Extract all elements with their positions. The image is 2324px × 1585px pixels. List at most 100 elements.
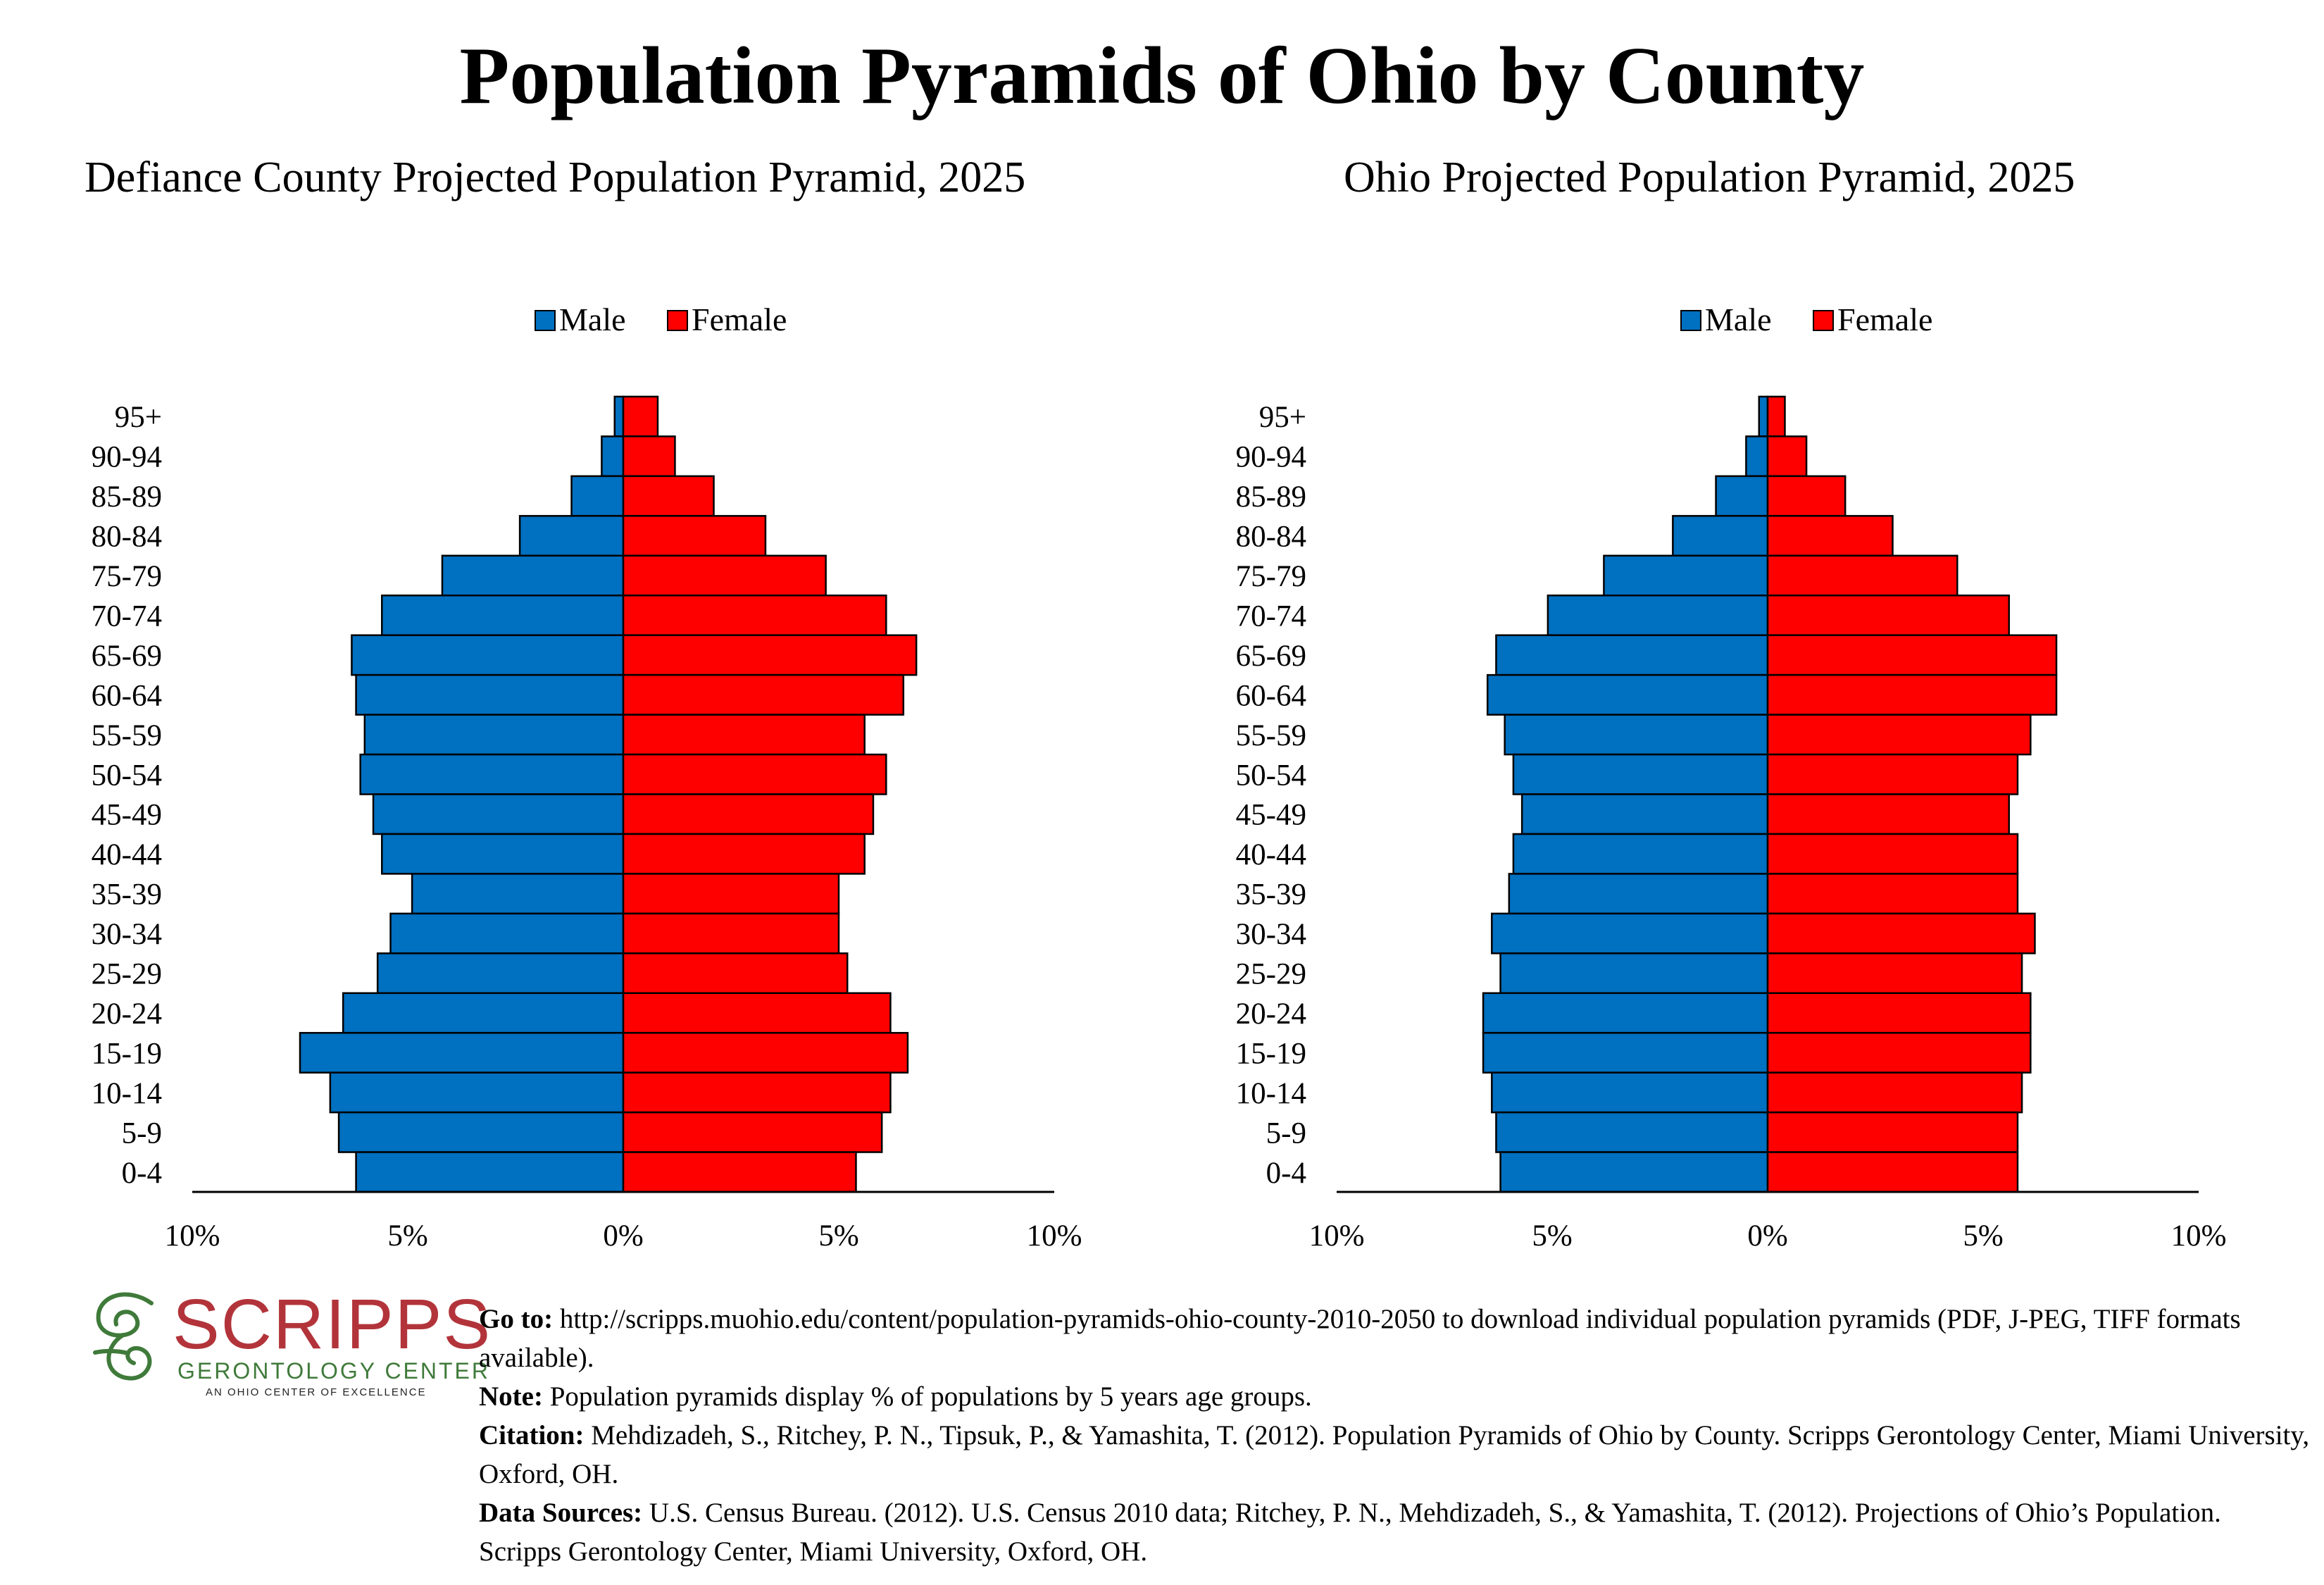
bar-female-ohio	[1766, 673, 2058, 716]
bar-female-defiance	[622, 753, 887, 795]
bar-female-defiance	[622, 873, 840, 915]
bar-female-defiance	[622, 714, 866, 756]
logo-tagline: AN OHIO CENTER OF EXCELLENCE	[206, 1386, 427, 1398]
bar-female-defiance	[622, 475, 715, 517]
footer-note-label: Note:	[479, 1381, 543, 1412]
bar-male-defiance	[376, 952, 625, 995]
footer-sources: Data Sources: U.S. Census Bureau. (2012)…	[479, 1493, 2310, 1571]
pyramid-charts: Male Female 95+ 90-94 85-89 80-84 75-79 70-74 65…	[92, 302, 2227, 1253]
age-label-defiance: 35-39	[92, 878, 162, 912]
bar-male-defiance	[337, 1111, 625, 1153]
bar-male-ohio	[1495, 634, 1769, 676]
bar-male-ohio	[1758, 395, 1769, 437]
age-label-defiance: 0-4	[122, 1157, 162, 1190]
bar-male-defiance	[570, 475, 625, 517]
bar-female-defiance	[622, 634, 918, 676]
age-label-defiance: 5-9	[122, 1117, 162, 1150]
bar-male-defiance	[518, 515, 625, 557]
x-tick-label-defiance: 10%	[165, 1219, 220, 1253]
bar-male-defiance	[381, 595, 625, 636]
bar-male-defiance	[363, 714, 625, 756]
main-title: Population Pyramids of Ohio by County	[459, 31, 1865, 121]
bar-female-ohio	[1766, 793, 2010, 835]
legend-male-label-defiance: Male	[559, 302, 626, 337]
footer-sources-label: Data Sources:	[479, 1498, 643, 1528]
x-tick-label-defiance: 5%	[818, 1219, 858, 1253]
age-label-defiance: 65-69	[92, 640, 162, 673]
x-tick-label-ohio: 10%	[2171, 1219, 2227, 1253]
bar-male-ohio	[1512, 833, 1769, 875]
bar-male-ohio	[1745, 435, 1769, 478]
bar-male-defiance	[355, 673, 625, 716]
legend-female-swatch-ohio	[1813, 310, 1834, 331]
age-label-ohio: 45-49	[1236, 799, 1306, 832]
footer-citation: Citation: Mehdizadeh, S., Ritchey, P. N.…	[479, 1416, 2310, 1493]
bar-male-ohio	[1603, 554, 1769, 597]
bar-female-ohio	[1766, 1151, 2019, 1193]
bar-male-defiance	[389, 912, 625, 955]
bar-male-ohio	[1491, 912, 1769, 955]
bar-male-ohio	[1715, 475, 1769, 517]
bar-male-defiance	[355, 1151, 625, 1193]
age-label-ohio: 5-9	[1266, 1117, 1306, 1150]
bar-male-ohio	[1672, 515, 1769, 557]
bar-male-ohio	[1486, 673, 1769, 716]
bar-male-defiance	[601, 435, 625, 478]
bar-female-ohio	[1766, 634, 2058, 676]
bar-female-ohio	[1766, 714, 2032, 756]
bar-female-defiance	[622, 1031, 909, 1074]
bar-female-ohio	[1766, 554, 1958, 597]
age-label-ohio: 40-44	[1236, 838, 1306, 871]
age-label-ohio: 10-14	[1236, 1077, 1306, 1110]
bar-male-ohio	[1499, 952, 1769, 995]
legend-female-swatch-defiance	[667, 310, 688, 331]
age-label-ohio: 80-84	[1236, 521, 1306, 554]
bar-male-ohio	[1491, 1071, 1769, 1114]
bar-female-ohio	[1766, 873, 2019, 915]
bar-male-defiance	[351, 634, 625, 676]
footer-goto-label: Go to:	[479, 1304, 554, 1334]
age-label-ohio: 20-24	[1236, 997, 1306, 1031]
footer-citation-text: Mehdizadeh, S., Ritchey, P. N., Tipsuk, …	[479, 1420, 2310, 1489]
age-label-defiance: 20-24	[92, 997, 162, 1031]
bar-female-ohio	[1766, 952, 2023, 995]
footer-note-text: Population pyramids display % of populat…	[542, 1381, 1312, 1412]
bar-male-defiance	[411, 873, 625, 915]
bar-male-defiance	[441, 554, 625, 597]
bar-male-ohio	[1547, 595, 1769, 636]
bar-male-ohio	[1504, 714, 1769, 756]
bar-female-ohio	[1766, 595, 2010, 636]
age-label-ohio: 95+	[1259, 401, 1306, 434]
age-label-defiance: 30-34	[92, 918, 162, 951]
footer-note: Note: Population pyramids display % of p…	[479, 1377, 2310, 1416]
chart-title-ohio: Ohio Projected Population Pyramid, 2025	[1344, 154, 2075, 201]
bar-female-ohio	[1766, 475, 1847, 517]
footer-sources-text: U.S. Census Bureau. (2012). U.S. Census …	[479, 1498, 2221, 1567]
bar-male-defiance	[372, 793, 625, 835]
bar-male-ohio	[1499, 1151, 1769, 1193]
bar-female-ohio	[1766, 912, 2036, 955]
bar-male-defiance	[329, 1071, 625, 1114]
x-tick-label-defiance: 5%	[387, 1219, 427, 1253]
age-label-defiance: 85-89	[92, 480, 162, 514]
x-tick-label-ohio: 5%	[1963, 1219, 2003, 1253]
legend-female-label-ohio: Female	[1837, 302, 1932, 337]
bar-female-ohio	[1766, 515, 1894, 557]
age-label-defiance: 75-79	[92, 560, 162, 593]
footer-goto: Go to: http://scripps.muohio.edu/content…	[479, 1300, 2310, 1377]
bar-male-ohio	[1495, 1111, 1769, 1153]
legend-female-label-defiance: Female	[692, 302, 787, 337]
x-tick-label-ohio: 10%	[1309, 1219, 1365, 1253]
bar-female-defiance	[622, 1111, 883, 1153]
age-label-ohio: 25-29	[1236, 958, 1306, 991]
bar-male-ohio	[1512, 753, 1769, 795]
bar-female-ohio	[1766, 435, 1808, 478]
age-label-ohio: 65-69	[1236, 640, 1306, 673]
bar-female-ohio	[1766, 833, 2019, 875]
age-label-defiance: 50-54	[92, 759, 162, 792]
age-label-defiance: 80-84	[92, 521, 162, 554]
bar-female-ohio	[1766, 1071, 2023, 1114]
x-tick-label-defiance: 0%	[603, 1219, 643, 1253]
scripps-logo: SCRIPPS GERONTOLOGY CENTER AN OHIO CENTE…	[85, 1286, 490, 1402]
age-label-ohio: 75-79	[1236, 560, 1306, 593]
